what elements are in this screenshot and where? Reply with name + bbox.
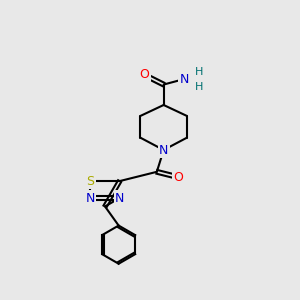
Text: H: H: [195, 67, 203, 77]
Text: N: N: [179, 73, 189, 85]
Text: N: N: [115, 191, 124, 205]
Text: N: N: [159, 143, 168, 157]
Text: O: O: [174, 171, 184, 184]
Text: N: N: [86, 191, 95, 205]
Text: O: O: [140, 68, 149, 82]
Text: H: H: [195, 82, 203, 92]
Text: S: S: [86, 175, 94, 188]
